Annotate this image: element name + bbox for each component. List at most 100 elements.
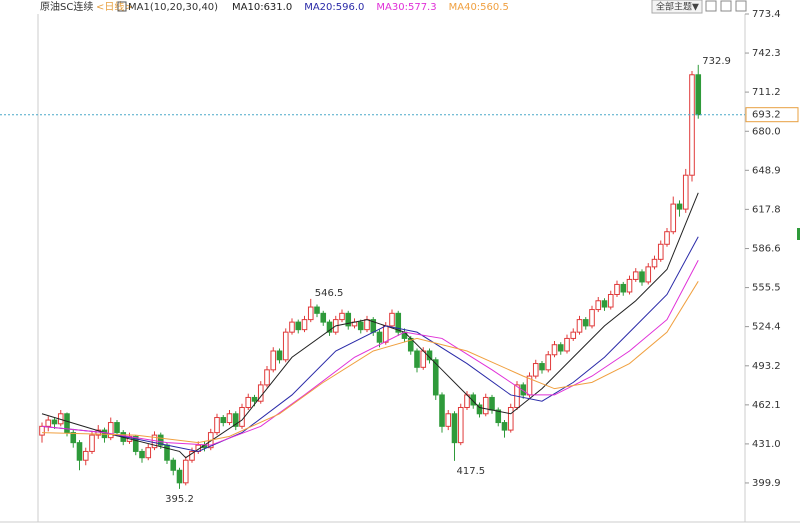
candle-body — [682, 174, 689, 210]
ma-line — [41, 259, 699, 446]
current-price-box — [745, 107, 799, 123]
candle-body — [339, 312, 345, 321]
candle-body — [189, 450, 195, 461]
candle-body — [345, 312, 352, 327]
candle-body — [589, 309, 595, 327]
candle-body — [176, 469, 183, 484]
y-tick-label: 648.9 — [752, 165, 781, 176]
ma-line — [41, 236, 699, 452]
candle-body — [114, 422, 120, 434]
candle-body — [601, 300, 608, 308]
legend-entry: MA40:560.5 — [449, 2, 509, 13]
candle-body — [595, 300, 602, 311]
candle-body — [651, 258, 658, 268]
candle-body — [157, 434, 164, 446]
y-tick-label: 431.0 — [752, 439, 781, 450]
candle-body — [64, 413, 70, 434]
candle-body — [45, 419, 52, 427]
candle-body — [314, 306, 320, 314]
candle-body — [570, 331, 577, 339]
candle-body — [420, 350, 427, 368]
candle-body — [664, 231, 670, 245]
y-tick-label: 680.0 — [752, 126, 781, 137]
candle-body — [139, 450, 145, 459]
y-tick-label: 711.2 — [752, 87, 781, 98]
candle-body — [51, 419, 58, 425]
candle-body — [564, 337, 570, 352]
candle-body — [282, 331, 289, 361]
candle-body — [470, 394, 477, 406]
candle-body — [695, 74, 702, 116]
current-price-label: 693.2 — [752, 110, 781, 121]
candle-body — [632, 271, 639, 280]
candle-body — [107, 422, 114, 439]
extreme-label: 546.5 — [315, 288, 344, 299]
candle-body — [545, 354, 552, 371]
y-tick-label: 773.4 — [752, 9, 781, 20]
toolbar-icon[interactable] — [705, 0, 717, 12]
candle-body — [357, 321, 364, 331]
y-tick-label: 493.2 — [752, 361, 781, 372]
candle-body — [439, 394, 445, 427]
candle-body — [264, 369, 270, 386]
candle-body — [414, 350, 420, 368]
ma-line — [41, 192, 699, 459]
candle-body — [495, 409, 502, 424]
candle-body — [320, 312, 327, 323]
candle-body — [689, 74, 695, 176]
candle-body — [551, 344, 558, 356]
candle-body — [432, 359, 439, 396]
indicator-label: MA1(10,20,30,40) — [128, 2, 218, 13]
period-label[interactable]: <日线> — [96, 0, 133, 13]
candle-body — [676, 203, 683, 210]
y-tick-label: 524.4 — [752, 322, 781, 333]
y-tick-label: 742.3 — [752, 48, 781, 59]
candle-body — [182, 459, 189, 484]
candle-body — [476, 404, 483, 415]
candle-body — [457, 406, 464, 444]
candle-body — [132, 435, 139, 452]
candle-body — [445, 413, 452, 427]
candle-body — [389, 312, 395, 327]
ma-line — [41, 281, 699, 444]
toolbar-icon[interactable] — [735, 0, 747, 12]
candle-body — [576, 319, 583, 333]
candle-body — [532, 363, 539, 377]
y-tick-label: 399.9 — [752, 478, 781, 489]
y-tick-label: 555.5 — [752, 283, 781, 294]
candle-body — [507, 406, 514, 431]
candle-body — [539, 363, 545, 371]
candle-body — [607, 293, 614, 308]
side-marker — [797, 228, 800, 240]
candle-body — [214, 417, 220, 434]
candle-body — [251, 396, 258, 402]
toolbar-icon[interactable] — [720, 0, 732, 12]
candle-body — [270, 350, 277, 371]
indicator-icon[interactable] — [117, 1, 127, 12]
legend-entry: MA30:577.3 — [376, 2, 436, 13]
candle-body — [39, 425, 45, 436]
candle-body — [226, 413, 233, 424]
candle-body — [70, 432, 77, 444]
candle-body — [639, 271, 645, 283]
chart-title: 原油SC连续 — [40, 0, 93, 13]
theme-button-box[interactable] — [651, 0, 703, 14]
candle-body — [582, 319, 589, 327]
candle-body — [89, 434, 95, 452]
candle-body — [307, 306, 314, 321]
y-tick-label: 586.6 — [752, 244, 781, 255]
extreme-label: 732.9 — [702, 56, 731, 67]
candle-body — [557, 344, 564, 352]
candle-body — [626, 278, 633, 293]
candle-body — [670, 203, 677, 233]
candle-body — [489, 396, 495, 411]
candle-body — [395, 312, 402, 333]
candle-body — [276, 350, 283, 361]
candle-body — [220, 417, 227, 424]
candle-body — [376, 331, 383, 343]
legend-entry: MA20:596.0 — [304, 2, 364, 13]
theme-button[interactable]: 全部主题▼ — [656, 1, 699, 13]
candle-body — [645, 266, 652, 283]
candle-body — [170, 459, 177, 471]
